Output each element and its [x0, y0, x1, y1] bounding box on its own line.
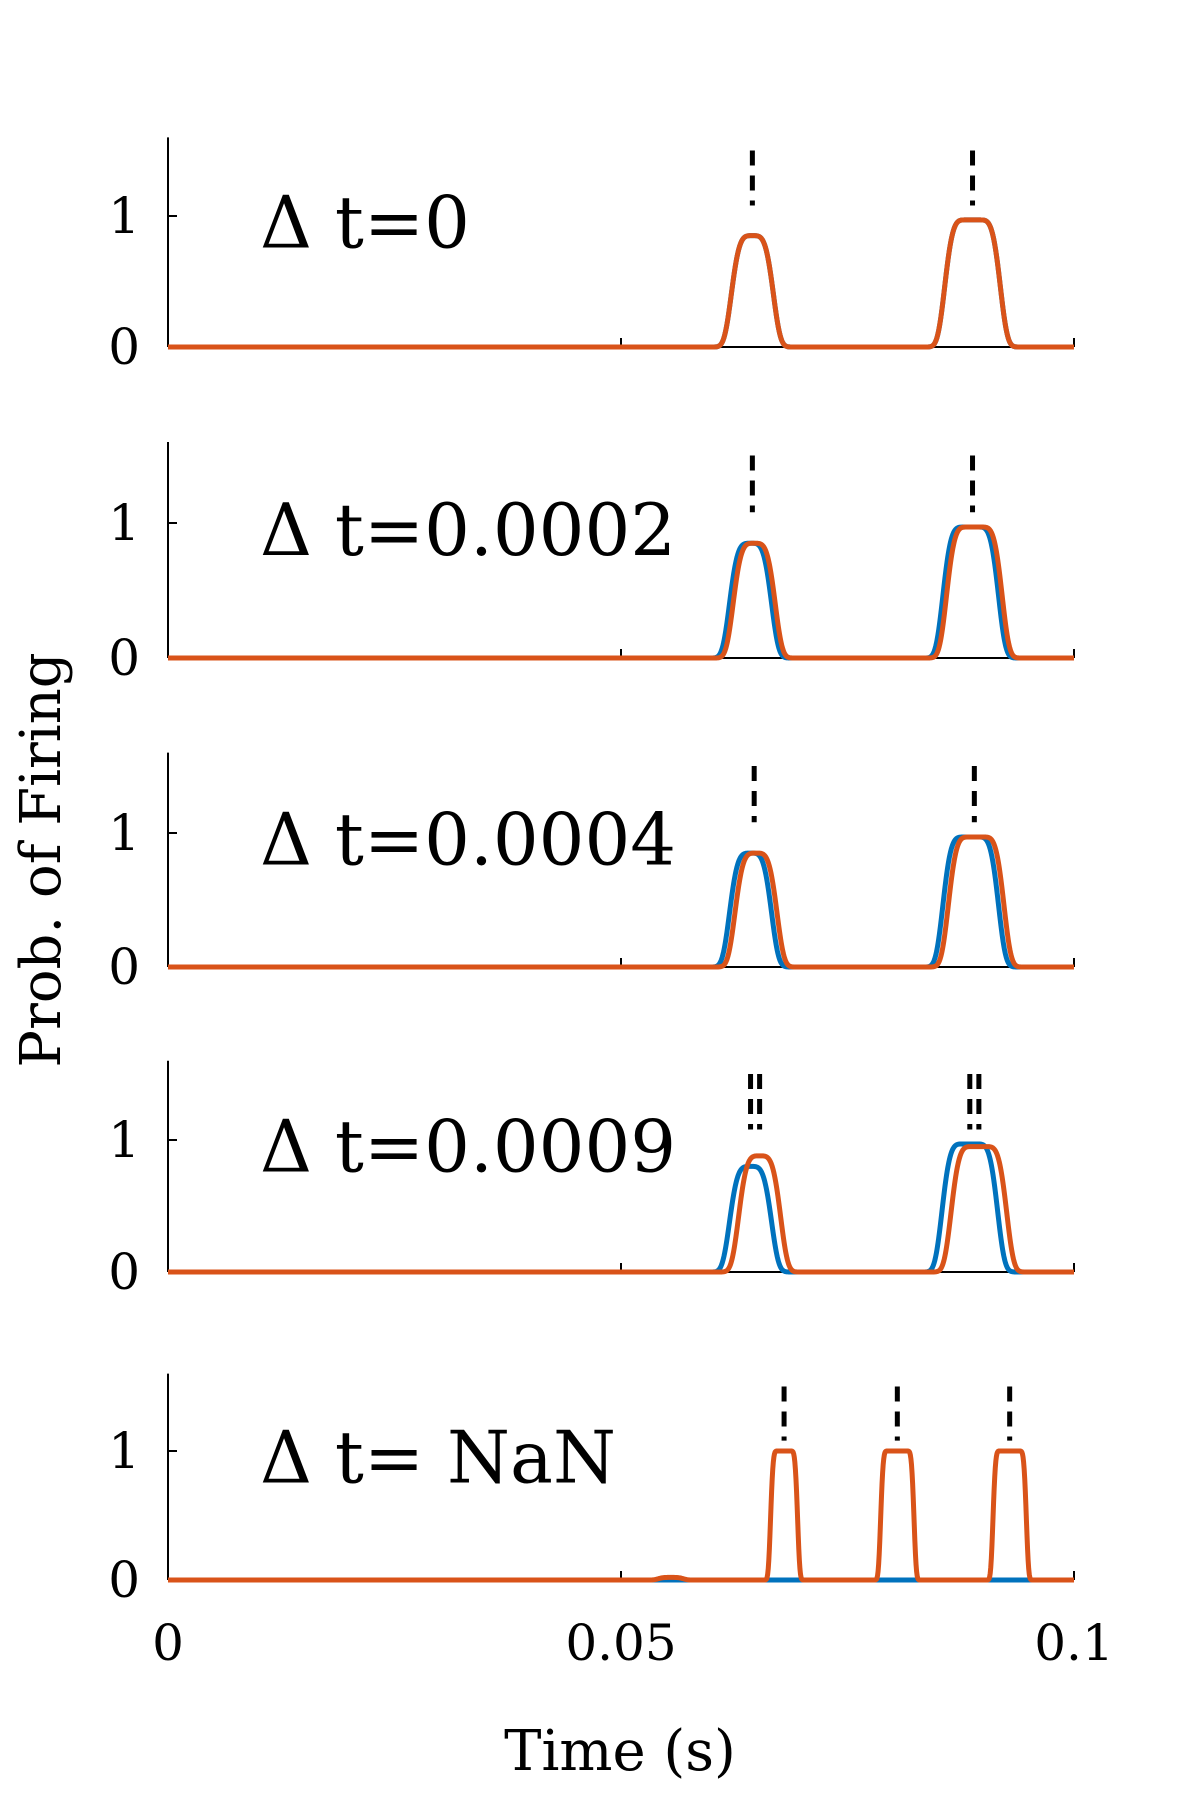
- panel-3: 0 1 Δ t=0.0004: [108, 752, 1076, 996]
- x-axis-title: Time (s): [504, 1719, 736, 1784]
- series-orange-line: [166, 524, 1076, 661]
- y-tick-label: 0: [108, 938, 140, 996]
- y-tick-label: 1: [108, 804, 140, 862]
- x-tick-label: 0.1: [1034, 1614, 1114, 1672]
- y-axis-title: Prob. of Firing: [9, 652, 74, 1067]
- panel-4: 0 1 Δ t=0.0009: [108, 1060, 1076, 1301]
- panel-label: Δ t=0.0004: [260, 798, 676, 882]
- y-tick-label: 1: [108, 1111, 140, 1169]
- x-tick-label: 0: [152, 1614, 184, 1672]
- panel-label: Δ t=0.0002: [260, 488, 676, 572]
- series-orange-line: [166, 1448, 1076, 1583]
- series-orange-line: [166, 1144, 1076, 1275]
- series-orange-line: [166, 217, 1076, 350]
- x-tick-label: 0.05: [565, 1614, 676, 1672]
- y-tick-label: 0: [108, 1551, 140, 1609]
- y-tick-label: 0: [108, 629, 140, 687]
- panels: 0 1 Δ t=0 0 1 Δ t=0.0002 0 1 Δ t=0.0004 0 1 Δ t=0.0…: [108, 137, 1114, 1672]
- y-tick-label: 1: [108, 187, 140, 245]
- panel-label: Δ t=0: [260, 181, 470, 265]
- panel-label: Δ t= NaN: [260, 1415, 616, 1499]
- panel-1: 0 1 Δ t=0: [108, 137, 1076, 376]
- y-tick-label: 0: [108, 318, 140, 376]
- series-orange-line: [166, 834, 1076, 970]
- panel-label: Δ t=0.0009: [260, 1105, 676, 1189]
- panel-2: 0 1 Δ t=0.0002: [108, 442, 1076, 687]
- y-tick-label: 1: [108, 494, 140, 552]
- y-tick-label: 0: [108, 1243, 140, 1301]
- panel-5: 0 1 Δ t= NaN 0 0.05 0.1: [108, 1373, 1114, 1672]
- y-tick-label: 1: [108, 1422, 140, 1480]
